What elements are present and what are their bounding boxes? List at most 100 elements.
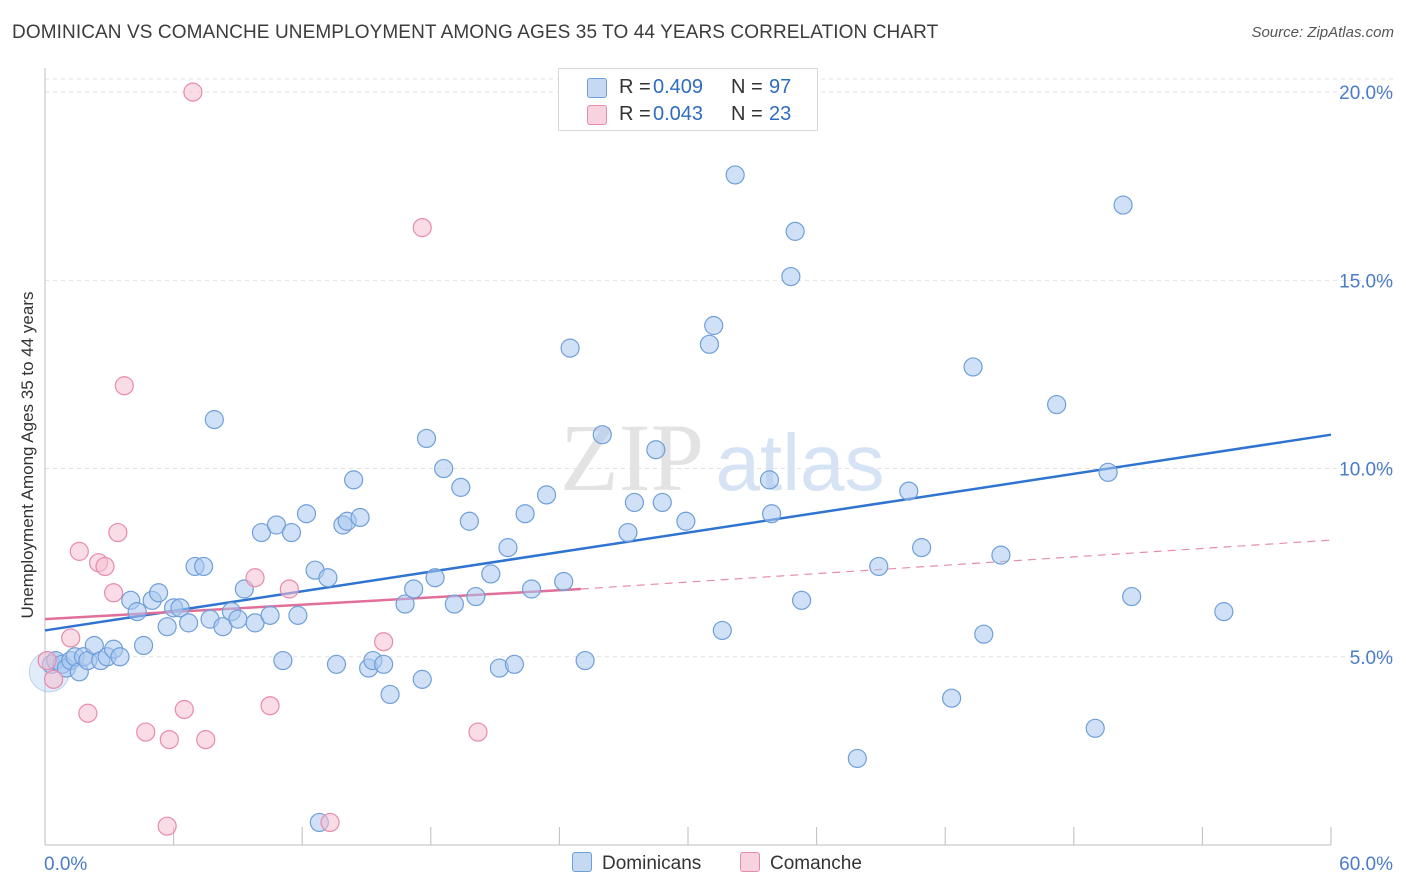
point-comanche xyxy=(183,82,203,102)
point-comanche xyxy=(412,218,432,238)
point-dominicans xyxy=(624,492,645,513)
point-dominicans xyxy=(899,481,919,501)
point-dominicans xyxy=(646,440,666,460)
correlation-legend: R = 0.409 N = 97 R = 0.043 N = 23 xyxy=(558,68,818,131)
point-comanche xyxy=(108,522,128,543)
point-dominicans xyxy=(434,458,454,479)
legend-swatch-pink xyxy=(587,105,607,125)
legend-swatch-blue xyxy=(587,78,607,98)
point-dominicans xyxy=(942,688,962,708)
point-dominicans xyxy=(260,605,280,625)
bottom-legend-comanche: Comanche xyxy=(740,852,862,875)
x-tick-label: 0.0% xyxy=(44,854,87,875)
point-dominicans xyxy=(759,470,780,490)
point-comanche xyxy=(374,632,394,652)
legend-row-comanche: R = 0.043 N = 23 xyxy=(559,101,817,127)
point-comanche xyxy=(95,556,115,577)
point-dominicans xyxy=(652,492,672,513)
point-dominicans xyxy=(521,579,542,599)
point-dominicans xyxy=(699,334,720,354)
y-tick-label: 10.0% xyxy=(1339,460,1393,481)
point-dominicans xyxy=(266,515,287,535)
legend-n-value: 97 xyxy=(769,76,792,98)
point-dominicans xyxy=(296,504,317,524)
point-dominicans xyxy=(213,617,233,637)
point-dominicans xyxy=(326,654,347,674)
bottom-legend-label: Dominicans xyxy=(602,853,702,874)
point-dominicans xyxy=(761,504,782,524)
point-dominicans xyxy=(281,522,302,543)
point-dominicans xyxy=(1214,602,1234,622)
point-dominicans xyxy=(459,511,479,531)
point-comanche xyxy=(136,722,156,742)
point-dominicans xyxy=(344,470,364,490)
point-dominicans xyxy=(194,556,214,577)
point-dominicans xyxy=(912,538,932,558)
point-dominicans xyxy=(288,605,308,625)
point-comanche xyxy=(174,699,194,720)
x-tick-label: 60.0% xyxy=(1339,854,1393,875)
point-dominicans xyxy=(481,564,501,584)
point-dominicans xyxy=(991,545,1011,565)
bottom-legend-swatch-blue xyxy=(572,852,592,872)
point-comanche xyxy=(61,628,81,648)
point-dominicans xyxy=(179,613,199,633)
point-comanche xyxy=(279,579,299,599)
point-dominicans xyxy=(127,602,147,622)
point-dominicans xyxy=(133,635,154,656)
point-dominicans xyxy=(575,650,595,671)
point-dominicans xyxy=(498,538,518,558)
point-dominicans xyxy=(1122,586,1142,607)
point-dominicans xyxy=(781,266,801,287)
legend-n-value: 23 xyxy=(769,103,792,125)
point-comanche xyxy=(245,568,265,588)
legend-r-value: 0.043 xyxy=(653,103,704,125)
point-dominicans xyxy=(451,477,471,497)
point-dominicans xyxy=(785,221,805,241)
point-dominicans xyxy=(1085,718,1105,738)
point-dominicans xyxy=(791,590,812,610)
point-dominicans xyxy=(466,586,486,607)
point-comanche xyxy=(468,722,488,742)
y-tick-label: 20.0% xyxy=(1339,83,1393,104)
y-tick-label: 5.0% xyxy=(1350,648,1393,669)
point-dominicans xyxy=(170,598,190,618)
watermark: ZIP atlas xyxy=(560,404,884,511)
point-dominicans xyxy=(404,579,424,599)
point-dominicans xyxy=(504,654,524,674)
point-dominicans xyxy=(725,165,745,185)
point-dominicans xyxy=(157,617,177,637)
point-comanche xyxy=(260,696,280,716)
legend-r-value: 0.409 xyxy=(653,76,704,98)
point-dominicans xyxy=(251,522,272,543)
point-comanche xyxy=(69,541,89,561)
point-dominicans xyxy=(416,428,437,449)
trendline-comanche-extension xyxy=(580,539,1332,590)
point-comanche xyxy=(103,583,124,603)
point-comanche xyxy=(159,729,179,750)
point-dominicans xyxy=(974,624,994,644)
point-dominicans xyxy=(592,425,612,445)
point-dominicans xyxy=(425,568,445,588)
bottom-legend-swatch-pink xyxy=(740,852,760,872)
legend-row-dominicans: R = 0.409 N = 97 xyxy=(559,74,817,100)
point-dominicans xyxy=(869,556,889,577)
bottom-legend-dominicans: Dominicans xyxy=(572,852,701,875)
point-dominicans xyxy=(847,748,867,769)
point-dominicans xyxy=(560,338,580,358)
point-dominicans xyxy=(554,571,574,592)
legend-r-label: R = xyxy=(619,103,651,125)
watermark-atlas: atlas xyxy=(716,418,885,507)
point-dominicans xyxy=(515,504,535,524)
legend-n-label: N = xyxy=(731,76,763,98)
point-comanche xyxy=(37,650,57,671)
point-dominicans xyxy=(676,511,696,531)
point-dominicans xyxy=(395,594,415,614)
point-comanche xyxy=(78,703,98,723)
point-dominicans xyxy=(618,522,638,543)
point-dominicans xyxy=(204,410,224,430)
point-dominicans xyxy=(374,654,394,674)
legend-n-label: N = xyxy=(731,103,763,125)
point-dominicans xyxy=(350,507,370,528)
